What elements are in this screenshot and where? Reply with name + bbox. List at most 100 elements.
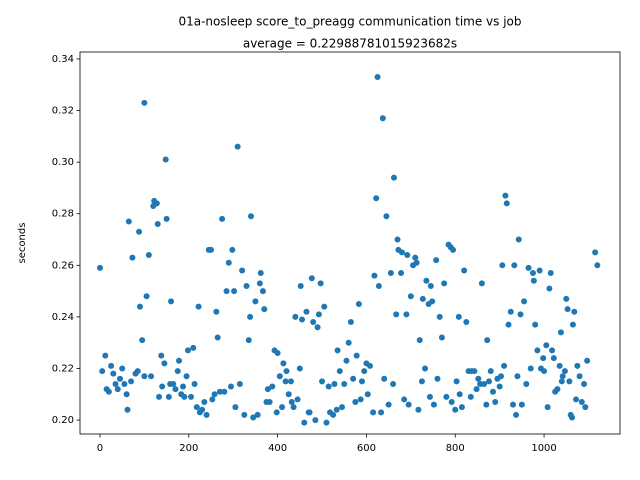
point (119, 365, 126, 372)
point (398, 270, 405, 277)
point (280, 360, 287, 367)
point (536, 267, 543, 274)
point (163, 215, 170, 222)
point (370, 409, 377, 416)
point (540, 355, 547, 362)
point (529, 270, 536, 277)
point (379, 115, 386, 122)
point (413, 259, 420, 266)
point (141, 373, 148, 380)
point (121, 380, 128, 387)
point (201, 399, 208, 406)
point (441, 280, 448, 287)
point (419, 295, 426, 302)
point (276, 373, 283, 380)
point (254, 411, 261, 418)
point (333, 406, 340, 413)
point (323, 419, 330, 426)
y-axis-label: seconds (17, 223, 28, 264)
point (285, 391, 292, 398)
point (557, 329, 564, 336)
point (515, 236, 522, 243)
point (473, 386, 480, 393)
point (159, 383, 166, 390)
point (405, 401, 412, 408)
point (195, 303, 202, 310)
point (407, 293, 414, 300)
point (478, 280, 485, 287)
point (274, 350, 281, 357)
point (213, 308, 220, 315)
point (547, 270, 554, 277)
point (259, 288, 266, 295)
point (245, 337, 252, 344)
point (96, 264, 103, 271)
point (523, 380, 530, 387)
point (485, 378, 492, 385)
point (110, 370, 117, 377)
point (584, 357, 591, 364)
point (136, 303, 143, 310)
y-tick-label: 0.26 (52, 260, 74, 271)
point (290, 404, 297, 411)
y-tick-label: 0.22 (52, 363, 74, 374)
chart-subtitle: average = 0.22988781015923682s (243, 37, 457, 51)
point (191, 380, 198, 387)
point (261, 306, 268, 313)
point (416, 337, 423, 344)
point (429, 298, 436, 305)
point (366, 362, 373, 369)
point (112, 380, 119, 387)
y-tick-label: 0.20 (52, 415, 74, 426)
point (214, 334, 221, 341)
point (571, 308, 578, 315)
point (156, 393, 163, 400)
point (232, 404, 239, 411)
point (114, 386, 121, 393)
point (134, 368, 141, 375)
point (564, 306, 571, 313)
point (501, 362, 508, 369)
point (385, 401, 392, 408)
point (541, 368, 548, 375)
point (453, 378, 460, 385)
point (292, 313, 299, 320)
point (483, 401, 490, 408)
point (569, 321, 576, 328)
point (559, 373, 566, 380)
point (190, 344, 197, 351)
point (141, 99, 148, 106)
point (427, 282, 434, 289)
point (549, 347, 556, 354)
point (188, 393, 195, 400)
point (496, 383, 503, 390)
point (239, 267, 246, 274)
point (374, 74, 381, 81)
point (492, 399, 499, 406)
x-tick-label: 200 (179, 443, 198, 454)
point (252, 298, 259, 305)
point (124, 406, 131, 413)
point (499, 262, 506, 269)
point (387, 270, 394, 277)
point (282, 378, 289, 385)
point (578, 399, 585, 406)
point (563, 295, 570, 302)
point (306, 409, 313, 416)
point (373, 195, 380, 202)
point (353, 352, 360, 359)
point (390, 174, 397, 181)
point (390, 380, 397, 387)
point (299, 316, 306, 323)
point (403, 311, 410, 318)
point (415, 406, 422, 413)
point (168, 298, 175, 305)
point (422, 365, 429, 372)
point (154, 221, 161, 228)
point (336, 368, 343, 375)
point (331, 380, 338, 387)
point (288, 399, 295, 406)
point (514, 373, 521, 380)
point (172, 386, 179, 393)
